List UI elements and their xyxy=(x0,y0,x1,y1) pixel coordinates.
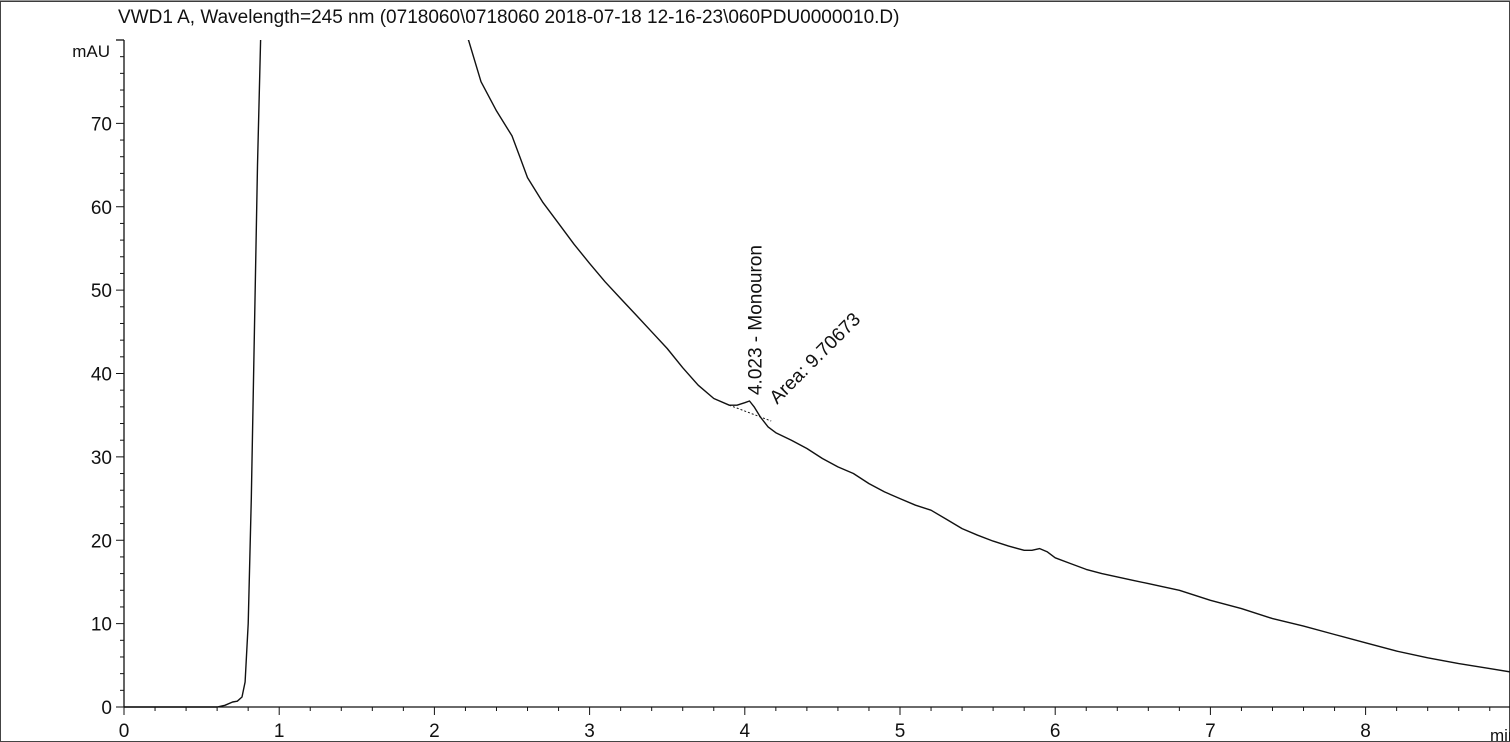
peak-baseline xyxy=(729,404,772,422)
tick-marks xyxy=(116,56,1491,715)
x-tick-label: 2 xyxy=(429,721,440,742)
x-tick-label: 4 xyxy=(740,721,751,742)
x-axis-unit-label: min xyxy=(1490,726,1510,742)
y-axis-unit-label: mAU xyxy=(72,42,110,61)
y-tick-label: 70 xyxy=(91,114,112,135)
x-tick-label: 6 xyxy=(1050,721,1061,742)
y-tick-label: 0 xyxy=(101,698,112,719)
peak-area-label: Area: 9.70673 xyxy=(766,309,865,408)
x-tick-label: 7 xyxy=(1205,721,1216,742)
y-tick-label: 40 xyxy=(91,365,112,386)
peak-annotations: 4.023 - Monouron Area: 9.70673 xyxy=(745,245,865,408)
y-tick-label: 20 xyxy=(91,531,112,552)
x-tick-label: 3 xyxy=(584,721,595,742)
y-tick-label: 50 xyxy=(91,281,112,302)
y-tick-label: 30 xyxy=(91,448,112,469)
peak-label: 4.023 - Monouron xyxy=(745,245,766,395)
x-tick-label: 8 xyxy=(1360,721,1371,742)
x-tick-label: 0 xyxy=(119,721,130,742)
y-tick-label: 60 xyxy=(91,198,112,219)
y-tick-label: 10 xyxy=(91,615,112,636)
plot-area xyxy=(124,40,1510,708)
x-tick-label: 5 xyxy=(895,721,906,742)
tick-labels: 0 10 20 30 40 50 60 70 0 1 2 3 4 5 6 7 8 xyxy=(91,114,1371,742)
chromatogram-trace xyxy=(124,40,1510,708)
x-tick-label: 1 xyxy=(274,721,285,742)
chart-title: VWD1 A, Wavelength=245 nm (0718060\07180… xyxy=(118,7,899,28)
